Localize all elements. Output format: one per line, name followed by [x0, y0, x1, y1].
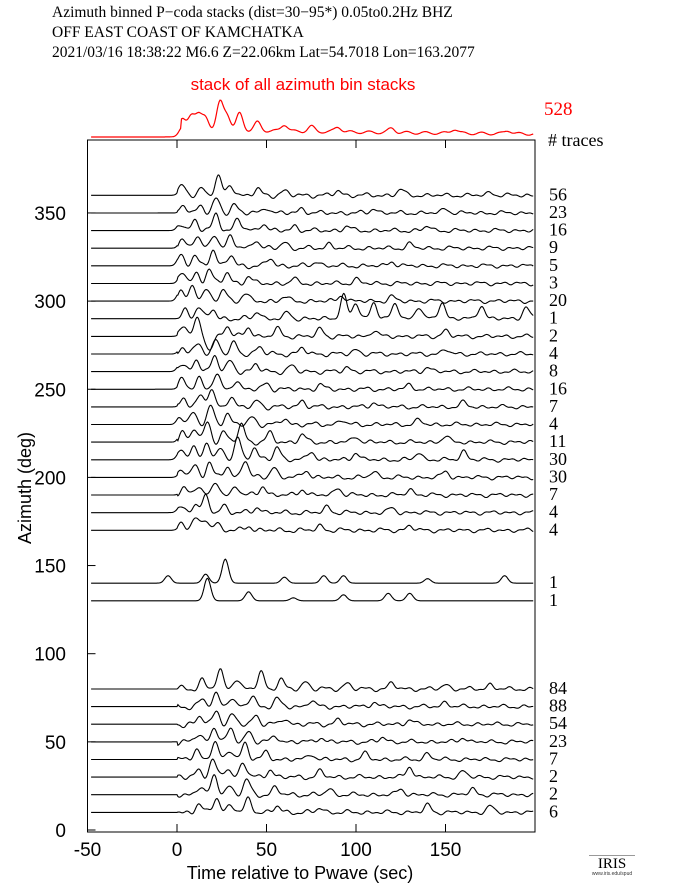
- trace-azimuth-250: [91, 373, 534, 393]
- trace-azimuth-360: [91, 174, 534, 199]
- stack-label: stack of all azimuth bin stacks: [191, 75, 416, 94]
- trace-azimuth-240: [91, 388, 534, 411]
- trace-count-label: 4: [549, 343, 558, 363]
- trace-count-label: 2: [549, 784, 558, 804]
- traces-count-header: # traces: [548, 130, 603, 150]
- trace-azimuth-340: [91, 212, 534, 234]
- trace-count-label: 11: [549, 431, 566, 451]
- trace-count-label: 7: [549, 484, 558, 504]
- trace-azimuth-200: [91, 461, 534, 481]
- y-tick-label: 300: [34, 292, 66, 313]
- y-tick-label: 250: [34, 380, 66, 401]
- trace-azimuth-330: [91, 234, 534, 252]
- trace-azimuth-170: [91, 517, 534, 534]
- stack-count: 528: [544, 99, 573, 120]
- trace-count-label: 1: [549, 308, 558, 328]
- trace-azimuth-260: [91, 354, 534, 376]
- x-tick-label: 150: [430, 840, 462, 861]
- trace-count-label: 8: [549, 361, 558, 381]
- chart-title-line1: Azimuth binned P−coda stacks (dist=30−95…: [52, 4, 453, 21]
- trace-azimuth-30: [91, 758, 534, 781]
- y-tick-label: 100: [34, 645, 66, 666]
- trace-azimuth-190: [91, 482, 534, 499]
- trace-azimuth-350: [91, 197, 534, 216]
- trace-count-label: 2: [549, 325, 558, 345]
- iris-logo: IRIS www.iris.edu/spud: [583, 855, 641, 877]
- trace-count-label: 20: [549, 290, 567, 310]
- trace-azimuth-230: [91, 404, 534, 429]
- chart-title-event-info: 2021/03/16 18:38:22 M6.6 Z=22.06km Lat=5…: [52, 44, 475, 61]
- trace-count-label: 4: [549, 519, 558, 539]
- trace-count-label: 54: [549, 713, 567, 733]
- trace-count-label: 7: [549, 396, 558, 416]
- trace-count-label: 16: [549, 378, 567, 398]
- trace-azimuth-180: [91, 493, 534, 516]
- trace-count-label: 84: [549, 678, 567, 698]
- x-tick-label: -50: [74, 840, 101, 861]
- y-tick-label: 350: [34, 204, 66, 225]
- trace-azimuth-310: [91, 268, 534, 287]
- trace-azimuth-20: [91, 774, 534, 798]
- x-tick-label: 100: [340, 840, 372, 861]
- trace-azimuth-300: [91, 284, 534, 305]
- y-tick-label: 0: [55, 821, 66, 842]
- trace-count-label: 7: [549, 748, 558, 768]
- trace-count-label: 56: [549, 184, 567, 204]
- stack-trace: [91, 99, 534, 138]
- x-axis-label: Time relative to Pwave (sec): [187, 863, 413, 883]
- trace-count-label: 88: [549, 696, 567, 716]
- trace-azimuth-10: [91, 796, 534, 816]
- trace-count-label: 30: [549, 466, 567, 486]
- trace-azimuth-130: [91, 577, 534, 602]
- trace-azimuth-40: [91, 740, 534, 763]
- trace-count-label: 9: [549, 237, 558, 257]
- x-tick-label: 0: [172, 840, 183, 861]
- trace-azimuth-210: [91, 436, 534, 463]
- trace-azimuth-70: [91, 691, 534, 711]
- trace-count-label: 6: [549, 801, 558, 821]
- trace-count-label: 4: [549, 502, 558, 522]
- trace-count-label: 1: [549, 572, 558, 592]
- y-tick-label: 150: [34, 557, 66, 578]
- trace-azimuth-60: [91, 710, 534, 729]
- trace-count-label: 3: [549, 272, 558, 292]
- trace-count-label: 4: [549, 414, 558, 434]
- y-tick-label: 50: [45, 733, 66, 754]
- trace-azimuth-220: [91, 421, 534, 446]
- trace-azimuth-280: [91, 316, 534, 351]
- trace-count-label: 16: [549, 220, 567, 240]
- trace-azimuth-320: [91, 249, 534, 270]
- y-axis-label: Azimuth (deg): [15, 432, 35, 544]
- trace-count-label: 5: [549, 255, 558, 275]
- x-tick-label: 50: [256, 840, 277, 861]
- trace-count-label: 30: [549, 449, 567, 469]
- chart-title-region: OFF EAST COAST OF KAMCHATKA: [52, 24, 304, 41]
- trace-azimuth-270: [91, 339, 534, 358]
- trace-count-label: 23: [549, 202, 567, 222]
- plot-frame: [87, 139, 536, 833]
- trace-azimuth-140: [91, 558, 534, 584]
- trace-count-label: 1: [549, 590, 558, 610]
- trace-azimuth-50: [91, 727, 534, 747]
- trace-azimuth-80: [91, 668, 534, 693]
- trace-count-label: 23: [549, 731, 567, 751]
- trace-count-label: 2: [549, 766, 558, 786]
- y-tick-label: 200: [34, 468, 66, 489]
- trace-azimuth-290: [91, 292, 534, 322]
